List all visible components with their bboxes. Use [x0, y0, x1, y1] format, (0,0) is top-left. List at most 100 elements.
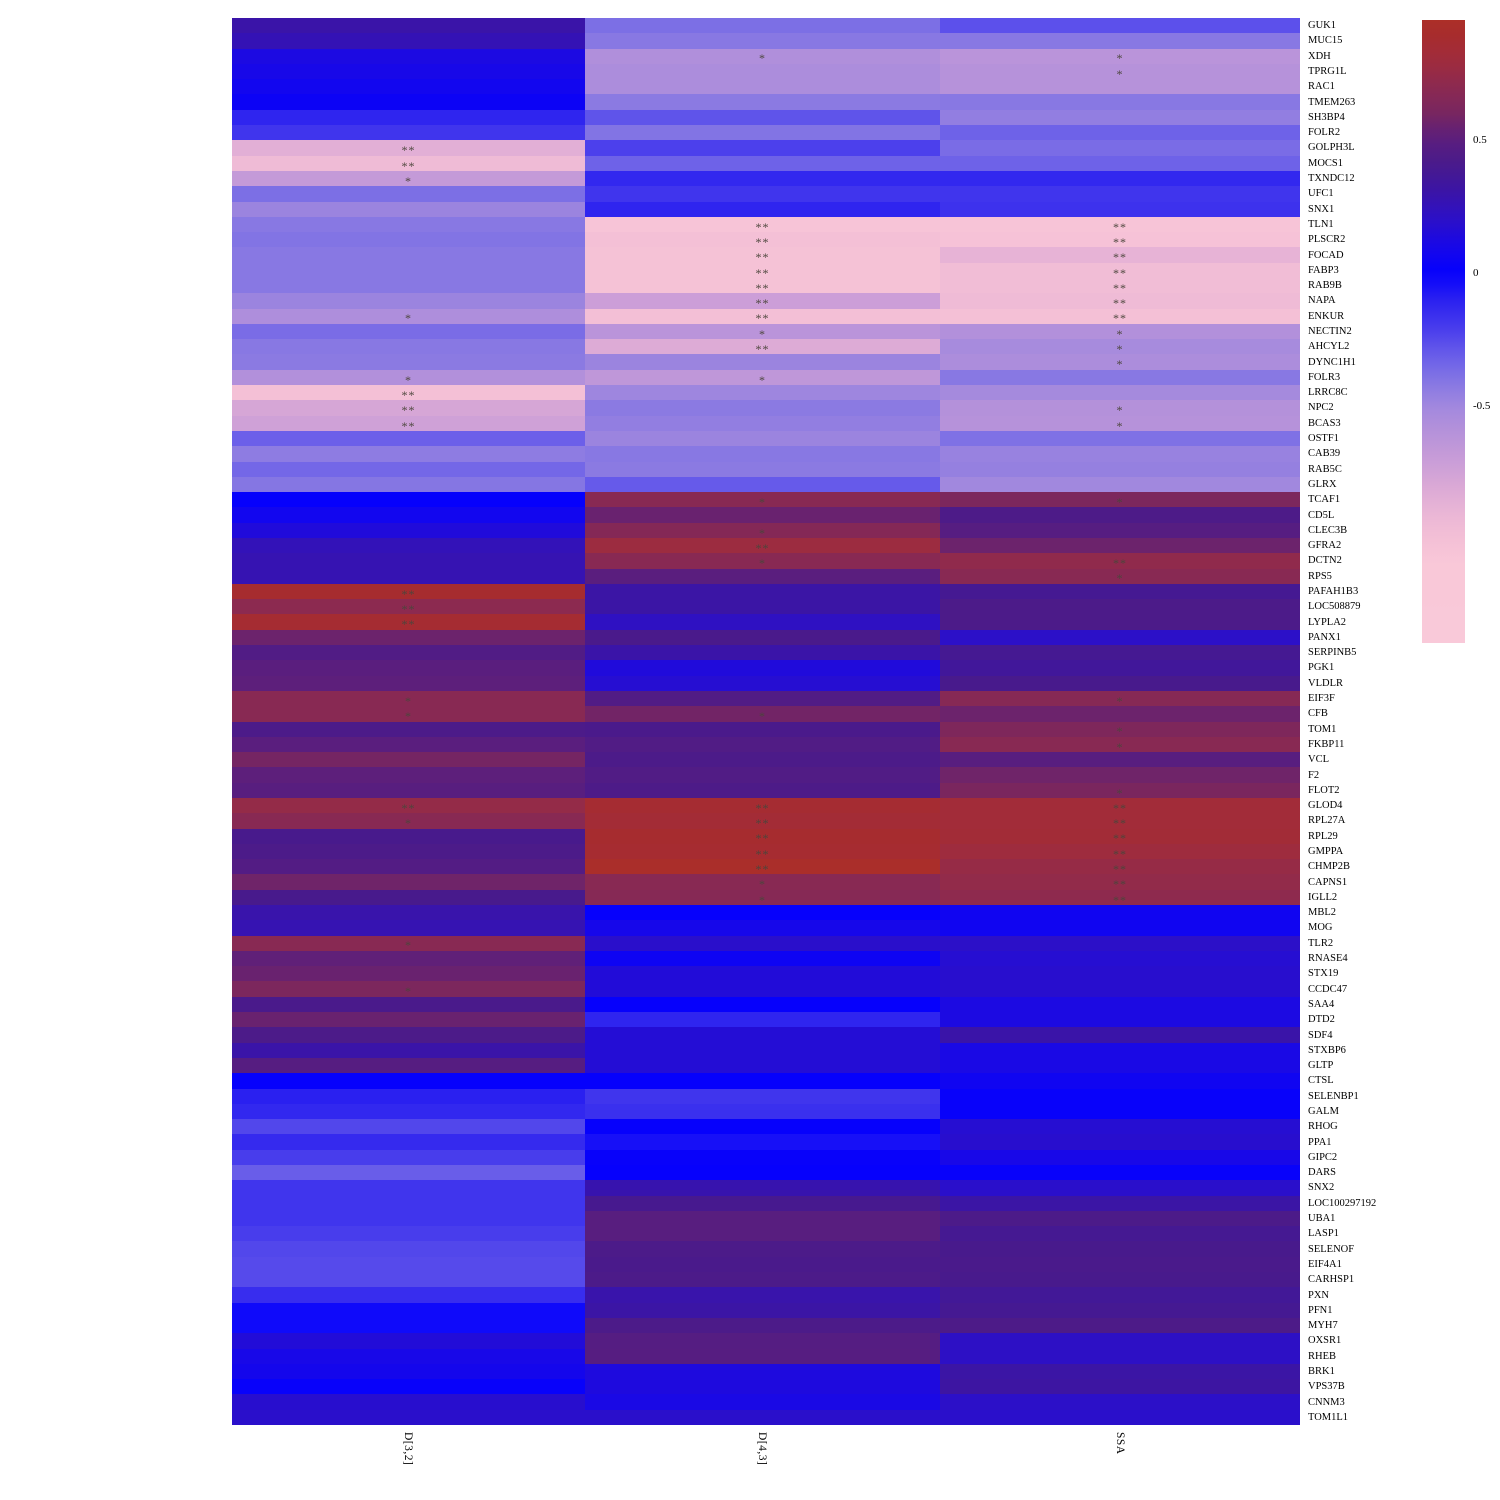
heatmap-cell	[232, 201, 585, 218]
heatmap-cell: **	[232, 583, 585, 600]
heatmap-cell	[940, 1165, 1300, 1181]
heatmap-cell	[585, 507, 940, 524]
heatmap-cell: **	[940, 843, 1300, 860]
heatmap-cell	[940, 1272, 1300, 1288]
heatmap-cell	[585, 63, 940, 80]
heatmap-cell	[585, 905, 940, 921]
row-label-RHOG: RHOG	[1308, 1121, 1338, 1133]
significance-mark: **	[1113, 892, 1127, 907]
significance-mark: **	[1113, 877, 1127, 892]
heatmap-cell	[585, 675, 940, 692]
row-label-FOLR2: FOLR2	[1308, 127, 1341, 139]
significance-mark: **	[401, 617, 416, 632]
heatmap-row-PFN1	[232, 1302, 1300, 1319]
heatmap-cell: *	[940, 782, 1300, 800]
heatmap-cell	[232, 889, 585, 906]
heatmap-row-FOCAD: ** **	[232, 247, 1300, 263]
heatmap-cell	[585, 1180, 940, 1197]
heatmap-cell: *	[940, 415, 1300, 432]
significance-mark: **	[1113, 234, 1127, 249]
heatmap-cell	[232, 1226, 585, 1242]
heatmap-cell	[940, 537, 1300, 554]
heatmap-cell	[585, 583, 940, 600]
heatmap-row-TCAF1: * *	[232, 492, 1300, 508]
heatmap-cell	[232, 262, 585, 279]
heatmap-cell	[585, 430, 940, 447]
heatmap-cell	[585, 1195, 940, 1212]
heatmap-cell	[940, 935, 1300, 952]
significance-mark: **	[755, 250, 770, 265]
heatmap-cell: *	[585, 706, 940, 722]
heatmap-cell	[232, 752, 585, 768]
heatmap-row-FLOT2: *	[232, 782, 1300, 800]
heatmap-cell: **	[940, 859, 1300, 875]
heatmap-row-CNNM3	[232, 1394, 1300, 1411]
heatmap-row-AHCYL2: ** *	[232, 339, 1300, 355]
heatmap-row-NPC2: ** *	[232, 400, 1300, 416]
heatmap-row-OXSR1	[232, 1333, 1300, 1350]
row-label-TXNDC12: TXNDC12	[1308, 173, 1355, 185]
heatmap-row-SERPINB5	[232, 645, 1300, 661]
row-label-PLSCR2: PLSCR2	[1308, 234, 1346, 246]
significance-mark: *	[1116, 51, 1124, 66]
heatmap-cell	[585, 660, 940, 677]
significance-mark: *	[759, 372, 766, 387]
heatmap-row-LRRC8C: **	[232, 385, 1300, 401]
heatmap-cell	[940, 1119, 1300, 1135]
colorbar-tick-0: 0	[1473, 267, 1479, 279]
heatmap-row-LOC100297192	[232, 1195, 1300, 1212]
heatmap-cell	[940, 981, 1300, 998]
heatmap-cell: **	[940, 232, 1300, 248]
heatmap-cell	[940, 1027, 1300, 1044]
heatmap-cell	[232, 1195, 585, 1212]
heatmap-cell	[585, 1256, 940, 1273]
significance-mark: **	[1113, 311, 1127, 326]
heatmap-row-RHEB	[232, 1348, 1300, 1365]
significance-mark: *	[1116, 785, 1124, 800]
heatmap-row-CLEC3B: *	[232, 522, 1300, 539]
heatmap-cell	[232, 1088, 585, 1105]
heatmap-cell	[585, 1317, 940, 1334]
heatmap-cell	[232, 1119, 585, 1135]
heatmap-row-MUC15	[232, 33, 1300, 50]
heatmap-cell	[232, 1027, 585, 1044]
heatmap-cell	[940, 1256, 1300, 1273]
row-label-TOM1: TOM1	[1308, 723, 1337, 735]
significance-mark: *	[405, 372, 412, 387]
heatmap-row-VCL	[232, 752, 1300, 768]
heatmap-row-PANX1	[232, 629, 1300, 646]
heatmap-cell	[585, 920, 940, 937]
row-label-TLN1: TLN1	[1308, 218, 1334, 230]
heatmap-cell: **	[940, 308, 1300, 326]
heatmap-cell	[585, 1012, 940, 1028]
row-label-CHMP2B: CHMP2B	[1308, 861, 1351, 873]
significance-mark: **	[755, 219, 770, 234]
row-dendrogram	[0, 0, 236, 1500]
heatmap-cell: *	[940, 63, 1300, 80]
significance-mark: *	[405, 938, 412, 953]
row-label-PPA1: PPA1	[1308, 1136, 1332, 1148]
heatmap-cell	[585, 1210, 940, 1227]
heatmap-cell	[232, 1287, 585, 1304]
heatmap-cell	[940, 385, 1300, 401]
heatmap-cell	[232, 1165, 585, 1181]
significance-mark: **	[1113, 862, 1127, 877]
heatmap-cell: **	[585, 308, 940, 324]
heatmap-row-CAB39	[232, 446, 1300, 462]
row-label-NPC2: NPC2	[1308, 402, 1334, 414]
significance-mark: **	[401, 602, 416, 617]
row-label-RPL29: RPL29	[1308, 830, 1338, 842]
heatmap-cell	[232, 1149, 585, 1166]
significance-mark: **	[755, 540, 770, 555]
heatmap-cell	[232, 216, 585, 233]
significance-mark: *	[1116, 342, 1124, 357]
heatmap-row-RHOG	[232, 1119, 1300, 1135]
heatmap-row-GLRX	[232, 476, 1300, 493]
heatmap-cell	[585, 1165, 940, 1181]
row-label-SELENOF: SELENOF	[1308, 1243, 1355, 1255]
row-label-GMPPA: GMPPA	[1308, 845, 1344, 857]
heatmap-cell	[940, 1149, 1300, 1166]
significance-mark: *	[405, 816, 412, 831]
heatmap-cell	[232, 1363, 585, 1380]
